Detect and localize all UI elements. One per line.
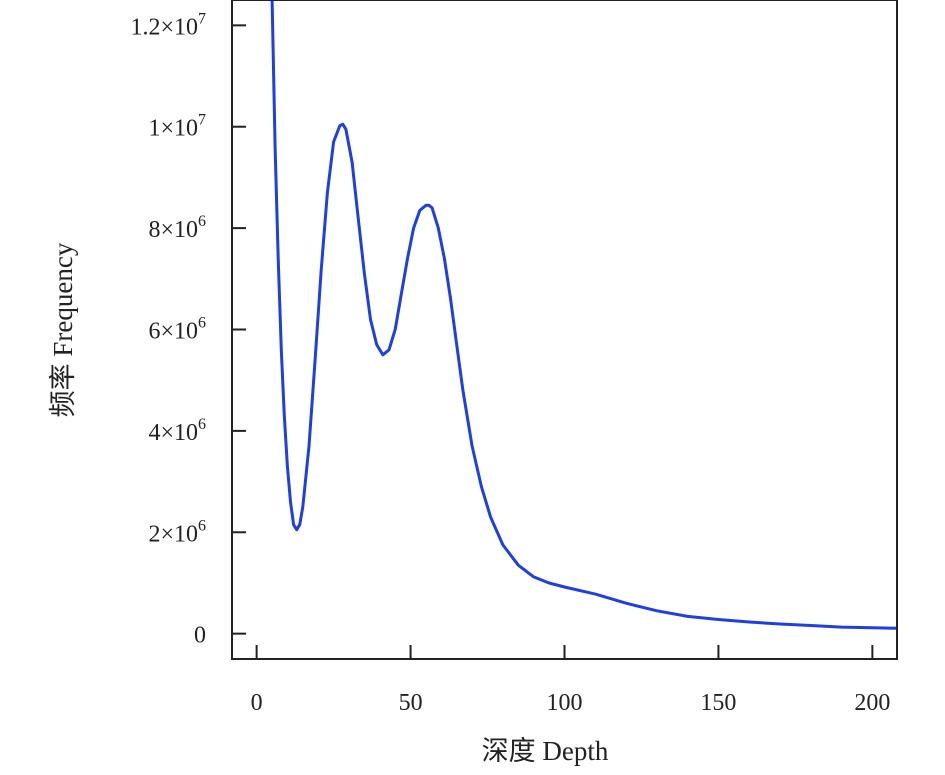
- x-tick-label: 100: [547, 690, 583, 716]
- x-tick-label: 0: [251, 690, 263, 716]
- x-tick-label: 50: [399, 690, 423, 716]
- y-tick-label: 8×106: [148, 213, 206, 243]
- axis-ticks: [232, 24, 874, 659]
- y-tick-label: 0: [194, 623, 206, 649]
- y-tick-label: 1.2×107: [130, 10, 206, 40]
- axis-tick-labels: 0 50 100 150 200 0 2×106 4×106 6×106 8×106 1×107 1.…: [130, 10, 890, 716]
- y-tick-label: 2×106: [148, 517, 206, 547]
- x-tick-label: 200: [854, 690, 890, 716]
- y-axis-title: 频率 Frequency: [48, 242, 78, 417]
- series-line: [270, 0, 897, 630]
- y-tick-label: 1×107: [148, 112, 206, 142]
- x-axis-title: 深度 Depth: [482, 736, 609, 766]
- y-tick-label: 6×106: [148, 315, 206, 345]
- y-tick-label: 4×106: [148, 416, 206, 446]
- series-lines: [270, 0, 897, 630]
- plot-frame: [231, 0, 898, 660]
- x-tick-label: 150: [700, 690, 736, 716]
